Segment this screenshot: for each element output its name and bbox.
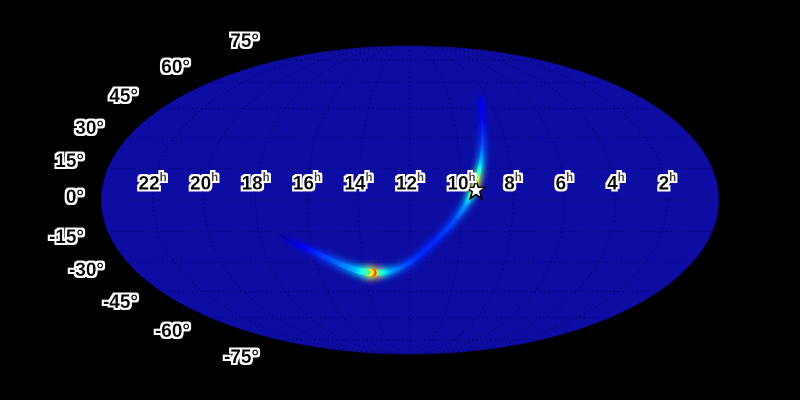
svg-text:-15°: -15° xyxy=(49,227,84,248)
svg-text:75°: 75° xyxy=(230,31,259,52)
svg-text:-60°: -60° xyxy=(155,321,190,342)
svg-text:45°: 45° xyxy=(109,86,138,107)
svg-text:-45°: -45° xyxy=(103,292,138,313)
svg-text:15°: 15° xyxy=(55,151,84,172)
svg-text:30°: 30° xyxy=(75,118,104,139)
svg-text:-30°: -30° xyxy=(69,260,104,281)
svg-text:60°: 60° xyxy=(161,57,190,78)
svg-text:-75°: -75° xyxy=(224,347,259,368)
svg-text:0°: 0° xyxy=(66,187,84,208)
